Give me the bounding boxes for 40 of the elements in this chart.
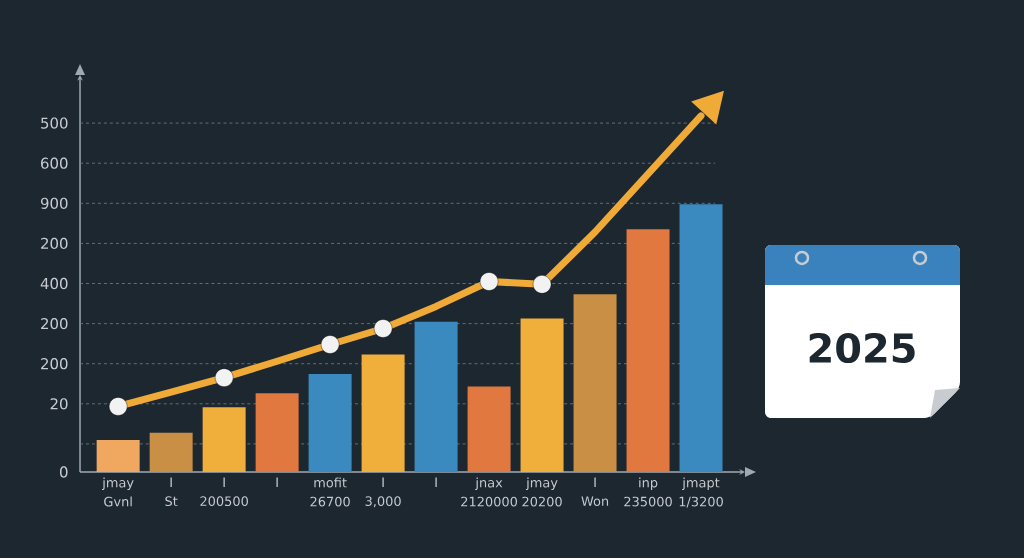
x-tick-label: I 200500 [200, 477, 248, 507]
point [479, 272, 499, 291]
point [320, 335, 340, 354]
point [214, 368, 234, 387]
text: 400 [40, 277, 68, 290]
point [373, 319, 393, 338]
x-tick-label: jmay 20200 [522, 477, 562, 507]
x-tick-label: inp 235000 [624, 477, 672, 507]
bar [467, 386, 511, 472]
bar [573, 294, 617, 472]
text: 0 [59, 466, 68, 478]
text: 200 [41, 358, 68, 370]
text: 2025 [809, 332, 915, 364]
bar [626, 229, 670, 472]
text: 900 [40, 197, 68, 209]
bar [308, 374, 352, 472]
x-tick-label: I [435, 477, 437, 487]
x-tick-label: mofit 26700 [310, 477, 350, 507]
text: 20 [50, 398, 68, 410]
text: 200 [41, 237, 68, 250]
bar [679, 204, 723, 472]
bar [202, 407, 246, 472]
x-tick-label: I 3,000 [365, 477, 401, 508]
x-tick-label: jnax 2120000 [461, 477, 518, 507]
bar [255, 393, 299, 472]
point [108, 397, 128, 416]
text: 600 [41, 157, 68, 169]
bar [414, 321, 458, 472]
text: 200 [41, 317, 68, 330]
bar [96, 439, 140, 472]
bar [361, 354, 405, 472]
bar [149, 432, 193, 472]
bar [520, 318, 564, 472]
x-tick-label: I St [165, 477, 178, 507]
x-tick-label: I [276, 477, 278, 487]
point [532, 275, 552, 294]
x-tick-label: jmapt 1/3200 [679, 477, 723, 508]
x-tick-label: jmay Gvnl [102, 477, 134, 507]
x-tick-label: I Won [581, 477, 609, 507]
text: 500 [41, 117, 68, 129]
